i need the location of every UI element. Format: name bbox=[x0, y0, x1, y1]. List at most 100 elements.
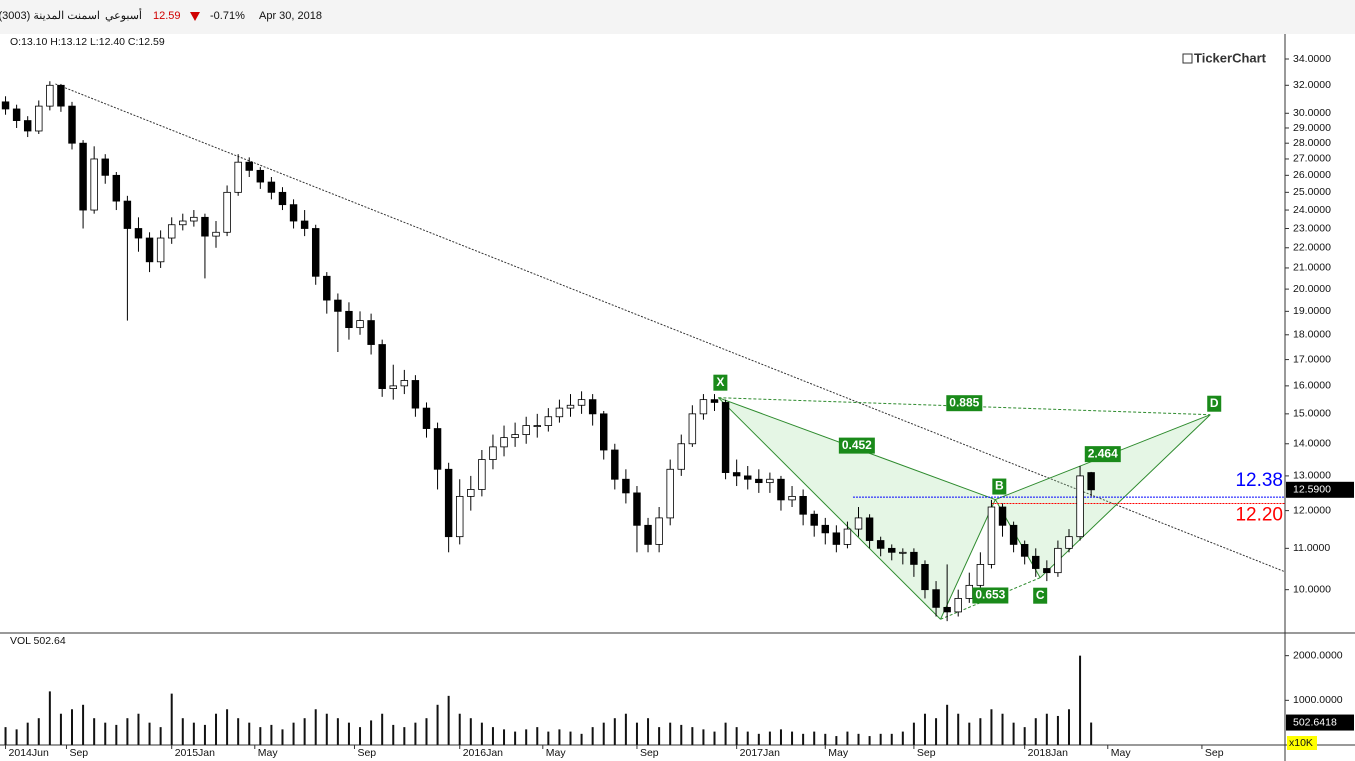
candle-body bbox=[777, 478, 785, 501]
candle-body bbox=[411, 380, 420, 409]
volume-bar bbox=[1079, 655, 1082, 745]
price-plot bbox=[1, 81, 1285, 622]
vol-tick-label: 2000.0000 bbox=[1293, 649, 1343, 661]
candle-body bbox=[710, 399, 719, 403]
y-tick-label: 11.0000 bbox=[1293, 542, 1330, 554]
candle-body bbox=[311, 228, 320, 277]
volume-bar bbox=[126, 718, 129, 745]
candle-body bbox=[134, 228, 143, 239]
candle-body bbox=[954, 598, 962, 613]
volume-bar bbox=[813, 731, 816, 745]
volume-bar bbox=[93, 718, 96, 745]
logo-icon bbox=[1182, 53, 1193, 64]
volume-bar bbox=[403, 727, 406, 745]
candle-body bbox=[478, 459, 486, 490]
volume-bar bbox=[957, 713, 960, 745]
volume-bar bbox=[104, 722, 107, 745]
candle-body bbox=[112, 174, 121, 202]
volume-bar bbox=[613, 718, 616, 745]
volume-bar bbox=[159, 727, 162, 745]
candle-body bbox=[467, 489, 475, 497]
candle-body bbox=[212, 231, 220, 237]
y-tick-label: 30.0000 bbox=[1293, 107, 1331, 119]
pattern-leg bbox=[940, 499, 996, 620]
volume-bar bbox=[835, 736, 838, 745]
volume-bar bbox=[1056, 715, 1059, 745]
volume-bar bbox=[436, 704, 439, 745]
candle-body bbox=[865, 517, 874, 541]
level-label: 12.20 bbox=[1235, 504, 1283, 525]
x-tick-label: May bbox=[258, 747, 279, 759]
volume-bar bbox=[580, 733, 583, 745]
candle-body bbox=[1043, 568, 1051, 574]
pattern-fill-bcd bbox=[995, 414, 1211, 578]
volume-bar bbox=[82, 704, 85, 745]
pattern-leg bbox=[940, 577, 1041, 620]
ratio-box bbox=[838, 437, 875, 454]
candle-body bbox=[12, 108, 21, 121]
volume-bar bbox=[1023, 727, 1026, 745]
candle-body bbox=[888, 547, 896, 553]
x-tick-label: 2017Jan bbox=[740, 747, 780, 759]
volume-bar bbox=[181, 718, 184, 745]
volume-bar bbox=[458, 713, 461, 745]
volume-bar bbox=[514, 731, 517, 745]
volume-bar bbox=[735, 727, 738, 745]
candle-body bbox=[699, 399, 708, 415]
volume-bar bbox=[370, 720, 373, 745]
y-tick-label: 15.0000 bbox=[1293, 408, 1331, 420]
candle-body bbox=[46, 84, 54, 107]
volume-bar bbox=[547, 731, 550, 745]
volume-bar bbox=[912, 722, 915, 745]
candle-body bbox=[356, 320, 364, 329]
candle-body bbox=[566, 404, 575, 409]
volume-bar bbox=[635, 722, 638, 745]
y-tick-label: 22.0000 bbox=[1293, 242, 1331, 254]
volume-bar bbox=[303, 718, 306, 745]
volume-bar bbox=[15, 729, 18, 745]
candle-body bbox=[1087, 472, 1095, 491]
candle-body bbox=[444, 468, 453, 538]
volume-bar bbox=[558, 729, 561, 745]
candle-body bbox=[1076, 475, 1084, 538]
candle-body bbox=[744, 475, 752, 480]
x-tick-label: 2016Jan bbox=[463, 747, 503, 759]
candle-body bbox=[1054, 547, 1062, 574]
y-tick-label: 23.0000 bbox=[1293, 222, 1331, 234]
stock-name: اسمنت المدينة (3003) bbox=[0, 10, 100, 22]
volume-bar bbox=[536, 727, 539, 745]
volume-bar bbox=[237, 718, 240, 745]
header-change: -0.71% bbox=[210, 10, 245, 22]
x-tick-label: May bbox=[1111, 747, 1132, 759]
candle-body bbox=[190, 216, 198, 222]
volume-bar bbox=[1045, 713, 1048, 745]
x-tick-label: Sep bbox=[1205, 747, 1224, 759]
volume-bar bbox=[37, 718, 40, 745]
pattern-leg bbox=[718, 397, 941, 620]
x-tick-label: May bbox=[546, 747, 567, 759]
volume-bar bbox=[791, 731, 794, 745]
candle-body bbox=[533, 425, 541, 427]
candle-body bbox=[666, 468, 674, 519]
pattern-point-box bbox=[713, 374, 728, 391]
volume-bar bbox=[724, 722, 727, 745]
volume-bar bbox=[192, 722, 195, 745]
volume-bar bbox=[115, 724, 118, 745]
volume-bar bbox=[624, 713, 627, 745]
volume-bar bbox=[4, 727, 7, 745]
y-tick-label: 25.0000 bbox=[1293, 186, 1331, 198]
pattern-fill-xab bbox=[718, 397, 996, 620]
volume-bar bbox=[325, 713, 328, 745]
volume-bar bbox=[1001, 713, 1004, 745]
x-tick-label: Sep bbox=[69, 747, 88, 759]
y-tick-label: 13.0000 bbox=[1293, 470, 1331, 482]
candle-body bbox=[732, 472, 741, 477]
unit-label: x10K bbox=[1289, 737, 1313, 749]
candle-body bbox=[677, 443, 685, 470]
pattern-point-label: D bbox=[1210, 396, 1219, 410]
candle-body bbox=[600, 413, 608, 451]
pattern-point-label: X bbox=[716, 375, 724, 389]
volume-bar bbox=[923, 713, 926, 745]
y-tick-label: 29.0000 bbox=[1293, 122, 1331, 134]
volume-bar bbox=[802, 733, 805, 745]
